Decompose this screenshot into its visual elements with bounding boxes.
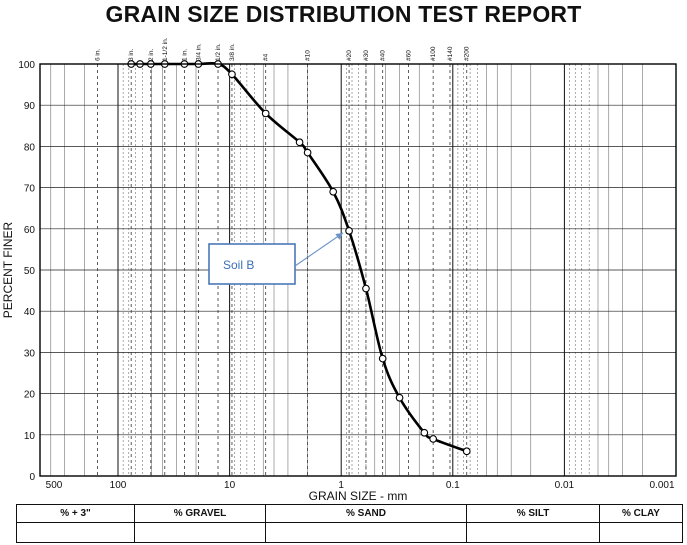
y-tick-label: 30 (24, 348, 36, 359)
y-axis-label: PERCENT FINER (1, 221, 15, 318)
sieve-label: 1-1/2 in. (162, 37, 169, 61)
y-axis-tick-labels: 0 10 20 30 40 50 60 70 80 90 100 (18, 60, 35, 483)
gradation-curve (129, 61, 469, 453)
y-tick-label: 80 (24, 142, 36, 153)
sieve-label: #200 (464, 46, 471, 61)
soil-b-annotation: Soil B (208, 232, 344, 285)
data-point (303, 148, 312, 157)
plot-frame (39, 63, 677, 477)
sieve-label: #20 (346, 50, 353, 61)
data-point (261, 109, 270, 118)
header-gravel: % GRAVEL (134, 504, 266, 523)
annotation-label: Soil B (223, 258, 254, 272)
value-sand (265, 522, 467, 543)
x-tick-label: 0.01 (555, 480, 575, 491)
y-tick-label: 40 (24, 307, 36, 318)
annotation-arrowhead (335, 232, 344, 240)
x-tick-label: 100 (110, 480, 127, 491)
y-tick-label: 20 (24, 390, 36, 401)
x-axis-label: GRAIN SIZE - mm (309, 489, 408, 500)
data-point (362, 284, 370, 293)
annotation-arrow (294, 232, 344, 267)
value-plus-3in (16, 522, 135, 543)
sieve-label: 3 in. (128, 49, 135, 61)
composition-table-header-row: % + 3" % GRAVEL % SAND % SILT % CLAY (16, 504, 683, 523)
sieve-label: 1 in. (181, 49, 188, 61)
sieve-label: 1/2 in. (215, 43, 222, 61)
value-clay (599, 522, 683, 543)
header-silt: % SILT (466, 504, 600, 523)
x-tick-label: 1 (338, 480, 344, 491)
header-sand: % SAND (265, 504, 467, 523)
value-silt (466, 522, 600, 543)
data-point (345, 227, 353, 235)
y-tick-label: 50 (24, 266, 36, 277)
composition-table: % + 3" % GRAVEL % SAND % SILT % CLAY (16, 504, 683, 543)
grain-size-chart: 6 in. 3 in. 2 in. 1-1/2 in. 1 in. 3/4 in. 1/2 … (1, 37, 677, 500)
y-tick-label: 70 (24, 184, 36, 195)
header-clay: % CLAY (599, 504, 683, 523)
data-point (228, 70, 236, 79)
sieve-label: #100 (430, 46, 437, 61)
gradation-points (127, 60, 471, 456)
sieve-label: #40 (380, 50, 387, 61)
sieve-label: #4 (263, 53, 270, 61)
data-point (420, 428, 429, 437)
data-point (395, 393, 404, 402)
y-tick-label: 100 (18, 60, 35, 71)
data-point (329, 187, 338, 196)
sieve-label: 3/8 in. (229, 43, 236, 61)
sieve-label: #30 (363, 50, 370, 61)
data-point (429, 435, 438, 443)
sieve-label: #140 (447, 46, 454, 61)
y-tick-label: 90 (24, 101, 36, 112)
header-plus-3in: % + 3" (16, 504, 135, 523)
sieve-size-labels: 6 in. 3 in. 2 in. 1-1/2 in. 1 in. 3/4 in. 1/2 … (95, 37, 471, 476)
sieve-label: #10 (305, 50, 312, 61)
value-gravel (134, 522, 266, 543)
composition-table-value-row (16, 522, 683, 543)
data-point (295, 138, 304, 147)
x-axis-tick-labels: 500 100 10 1 0.1 0.01 0.001 (46, 480, 675, 491)
sieve-label: 2 in. (148, 49, 155, 61)
x-tick-label: 500 (46, 480, 63, 491)
sieve-label: 6 in. (95, 49, 102, 61)
x-tick-label: 10 (224, 480, 236, 491)
y-tick-label: 10 (24, 431, 36, 442)
x-tick-label: 0.001 (649, 480, 674, 491)
y-tick-label: 0 (29, 472, 35, 483)
y-tick-label: 60 (24, 225, 36, 236)
data-point (378, 354, 387, 363)
data-point (462, 447, 471, 456)
sieve-label: #60 (405, 50, 412, 61)
report-title: GRAIN SIZE DISTRIBUTION TEST REPORT (105, 1, 582, 27)
x-tick-label: 0.1 (446, 480, 460, 491)
annotation-box (208, 243, 296, 285)
sieve-label: 3/4 in. (195, 43, 202, 61)
